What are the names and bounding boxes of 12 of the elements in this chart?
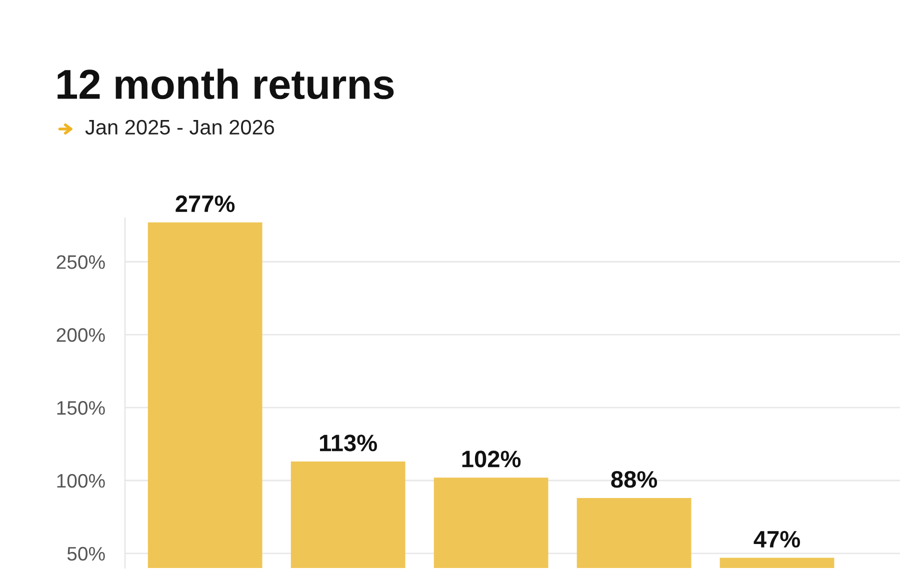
- y-tick-label: 250%: [56, 255, 105, 269]
- data-label: 113%: [320, 434, 377, 452]
- y-tick-label: 200%: [56, 328, 105, 342]
- y-tick-label: 50%: [67, 546, 105, 561]
- data-label: 102%: [462, 450, 521, 468]
- data-label: 277%: [176, 195, 235, 212]
- data-label: 47%: [754, 530, 800, 548]
- chart-title: 12 month returns: [58, 68, 394, 100]
- chart-subtitle: Jan 2025 - Jan 2026: [85, 120, 274, 135]
- y-tick-label: 100%: [57, 474, 105, 488]
- y-tick-label: 150%: [57, 401, 105, 415]
- data-label: 88%: [611, 471, 658, 488]
